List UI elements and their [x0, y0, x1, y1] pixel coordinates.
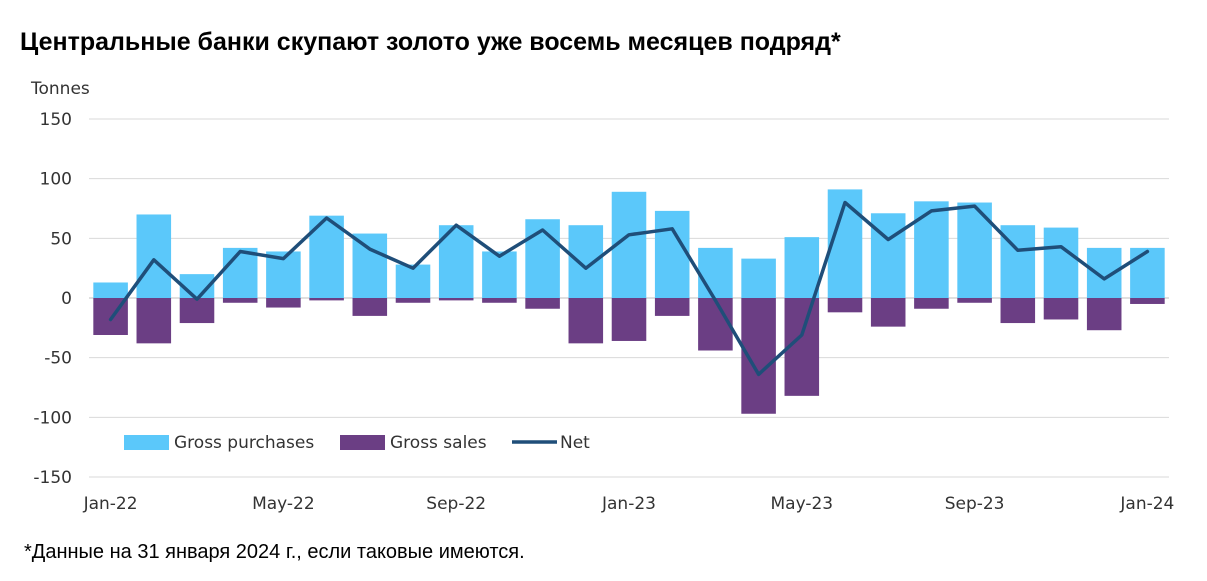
net-point [455, 224, 457, 226]
net-point [974, 205, 976, 207]
net-point [412, 267, 414, 269]
legend-swatch [340, 435, 385, 450]
gross-sales-bar [1130, 298, 1165, 304]
gross-purchases-bar [352, 233, 388, 298]
legend: Gross purchases Gross sales Net [124, 433, 590, 453]
gross-sales-bar [827, 298, 863, 313]
gross-sales-bar [568, 298, 604, 344]
net-point [110, 318, 112, 320]
net-point [801, 334, 803, 336]
net-point [887, 239, 889, 241]
net-point [1103, 278, 1105, 280]
gross-sales-bar [352, 298, 388, 316]
gross-purchases-bar [654, 210, 690, 298]
gross-sales-bar [482, 298, 517, 303]
legend-label: Net [560, 433, 590, 453]
gross-purchases-bar [93, 282, 128, 298]
net-point [542, 229, 544, 231]
y-tick-label: -50 [44, 349, 72, 369]
net-point [714, 299, 716, 301]
gross-purchases-bar [741, 258, 776, 298]
net-point [844, 202, 846, 204]
net-point [196, 298, 198, 300]
net-point [930, 210, 932, 212]
gross-sales-bar [1000, 298, 1036, 324]
y-tick-label: 0 [61, 289, 72, 309]
net-point [758, 373, 760, 375]
gross-sales-bar [1043, 298, 1079, 320]
gross-purchases-bar [1043, 227, 1079, 298]
chart: Tonnes 150 100 50 0 -50 -100 -150 Jan-22 May-22… [30, 79, 1175, 514]
gross-sales-bar [611, 298, 647, 341]
gross-purchases-bar [482, 251, 517, 298]
y-tick-label: -100 [33, 408, 72, 428]
y-axis-ticks: 150 100 50 0 -50 -100 -150 [33, 110, 72, 488]
gross-sales-bar [266, 298, 301, 308]
x-tick-label: Jan-23 [601, 494, 656, 514]
chart-title: Центральные банки скупают золото уже вос… [20, 28, 841, 56]
bars [93, 189, 1165, 414]
gross-purchases-bar [1130, 247, 1165, 298]
x-axis-ticks: Jan-22 May-22 Sep-22 Jan-23 May-23 Sep-23 Jan-… [83, 494, 1175, 514]
gross-purchases-bar [568, 225, 604, 298]
net-point [369, 248, 371, 250]
gross-sales-bar [222, 298, 258, 303]
gross-purchases-bar [525, 219, 560, 298]
legend-label: Gross purchases [174, 433, 314, 453]
x-tick-label: Sep-22 [426, 494, 486, 514]
y-tick-label: 50 [50, 229, 72, 249]
x-tick-label: May-23 [770, 494, 833, 514]
x-tick-label: Jan-22 [83, 494, 138, 514]
net-point [326, 217, 328, 219]
y-axis-unit-label: Tonnes [30, 79, 90, 99]
y-tick-label: -150 [33, 468, 72, 488]
net-point [628, 234, 630, 236]
x-tick-label: Sep-23 [945, 494, 1005, 514]
x-tick-label: Jan-24 [1119, 494, 1174, 514]
net-point [239, 250, 241, 252]
y-tick-label: 150 [40, 110, 72, 130]
net-point [1060, 246, 1062, 248]
legend-swatch [124, 435, 169, 450]
gross-sales-bar [1086, 298, 1122, 331]
net-point [1017, 249, 1019, 251]
gross-purchases-bar [222, 247, 258, 298]
gross-sales-bar [957, 298, 992, 303]
footnote: *Данные на 31 января 2024 г., если таков… [24, 541, 525, 563]
gross-sales-bar [525, 298, 560, 309]
gross-sales-bar [438, 298, 474, 301]
gross-purchases-bar [784, 237, 820, 298]
gross-sales-bar [395, 298, 431, 303]
gross-purchases-bar [914, 201, 949, 298]
gross-purchases-bar [698, 247, 733, 298]
gross-sales-bar [654, 298, 690, 316]
gross-purchases-bar [395, 264, 431, 298]
net-point [585, 267, 587, 269]
gross-sales-bar [870, 298, 906, 327]
gross-sales-bar [136, 298, 172, 344]
net-point [498, 255, 500, 257]
gross-purchases-bar [870, 213, 906, 298]
legend-label: Gross sales [390, 433, 487, 453]
y-tick-label: 100 [40, 170, 72, 190]
net-point [282, 258, 284, 260]
net-point [671, 228, 673, 230]
gross-purchases-bar [136, 214, 172, 298]
net-point [153, 259, 155, 261]
net-point [1146, 250, 1148, 252]
x-tick-label: May-22 [252, 494, 315, 514]
gross-sales-bar [914, 298, 949, 309]
gross-sales-bar [179, 298, 215, 324]
net-line [108, 200, 1150, 377]
gross-sales-bar [309, 298, 344, 301]
gross-sales-bar [698, 298, 733, 351]
